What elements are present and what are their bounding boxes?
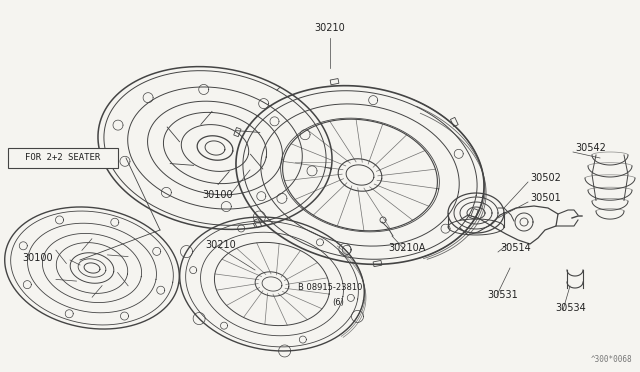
Text: 30100: 30100 (22, 253, 52, 263)
Text: 30501: 30501 (530, 193, 561, 203)
Text: B 08915-23810: B 08915-23810 (298, 283, 362, 292)
Text: 30210A: 30210A (388, 243, 426, 253)
Text: 30210: 30210 (205, 240, 236, 250)
Text: 30210: 30210 (315, 23, 346, 33)
Text: 30502: 30502 (530, 173, 561, 183)
Text: ^300*0068: ^300*0068 (590, 355, 632, 364)
Bar (471, 209, 478, 218)
Bar (373, 260, 382, 267)
Text: FOR 2+2 SEATER: FOR 2+2 SEATER (26, 154, 100, 163)
Bar (451, 118, 458, 127)
Bar (330, 78, 339, 85)
Text: 30531: 30531 (487, 290, 518, 300)
Text: 30100: 30100 (203, 190, 234, 200)
Text: 30514: 30514 (500, 243, 531, 253)
Text: 30534: 30534 (555, 303, 586, 313)
Bar (254, 218, 262, 228)
Bar (234, 128, 241, 137)
Text: 30542: 30542 (575, 143, 606, 153)
Text: (6): (6) (332, 298, 344, 307)
Bar (8, 148, 118, 168)
